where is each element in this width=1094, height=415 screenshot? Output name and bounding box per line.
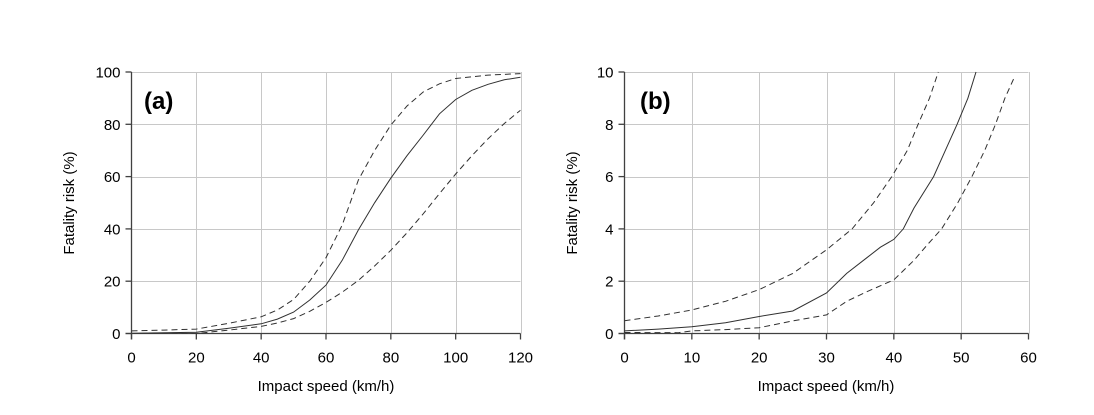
y-axis-title-a: Fatality risk (%) <box>61 151 78 254</box>
grid-b <box>624 72 1030 334</box>
x-tick-label: 0 <box>127 350 135 367</box>
y-tick-label: 10 <box>597 65 614 82</box>
y-tick-label: 20 <box>104 274 121 291</box>
series-a <box>131 73 521 334</box>
series-b <box>624 71 1015 334</box>
tick-labels-a: 0 20 40 60 80 100 120 0 20 40 60 80 100 <box>95 65 533 367</box>
y-tick-label: 2 <box>605 274 613 291</box>
y-tick-label: 0 <box>605 326 613 343</box>
x-tick-label: 50 <box>953 350 970 367</box>
x-tick-label: 60 <box>318 350 335 367</box>
y-tick-label: 4 <box>605 221 613 238</box>
panel-a: 0 20 40 60 80 100 120 0 20 40 60 80 100 (a) Impact s… <box>61 65 533 396</box>
y-tick-label: 40 <box>104 221 121 238</box>
axes-a <box>125 71 522 340</box>
panel-label-b: (b) <box>640 88 671 115</box>
tick-labels-b: 0 10 20 30 40 50 60 0 2 4 6 8 10 <box>597 65 1037 367</box>
x-tick-label: 20 <box>188 350 205 367</box>
x-tick-label: 30 <box>818 350 835 367</box>
series-line-lower-bound <box>624 76 1015 334</box>
panel-label-a: (a) <box>144 88 173 115</box>
x-tick-label: 0 <box>620 350 628 367</box>
axes-b <box>618 71 1030 340</box>
series-line-estimate <box>131 76 521 334</box>
series-line-upper-bound <box>131 73 521 332</box>
x-tick-label: 100 <box>443 350 468 367</box>
grid-a <box>131 72 522 334</box>
x-axis-title-a: Impact speed (km/h) <box>258 378 395 395</box>
y-axis-title-b: Fatality risk (%) <box>564 151 581 254</box>
y-tick-label: 80 <box>104 117 121 134</box>
y-tick-label: 100 <box>95 65 120 82</box>
x-tick-label: 40 <box>885 350 902 367</box>
x-tick-label: 120 <box>508 350 533 367</box>
y-tick-label: 60 <box>104 169 121 186</box>
x-tick-label: 10 <box>683 350 700 367</box>
x-tick-label: 60 <box>1020 350 1037 367</box>
panel-b: 0 10 20 30 40 50 60 0 2 4 6 8 10 (b) Impact speed (k… <box>564 65 1037 396</box>
x-tick-label: 80 <box>382 350 399 367</box>
y-tick-label: 8 <box>605 117 613 134</box>
y-tick-label: 6 <box>605 169 613 186</box>
x-axis-title-b: Impact speed (km/h) <box>758 378 895 395</box>
x-tick-label: 20 <box>751 350 768 367</box>
x-tick-label: 40 <box>253 350 270 367</box>
series-line-estimate <box>624 71 977 332</box>
series-line-upper-bound <box>624 71 939 322</box>
y-tick-label: 0 <box>112 326 120 343</box>
